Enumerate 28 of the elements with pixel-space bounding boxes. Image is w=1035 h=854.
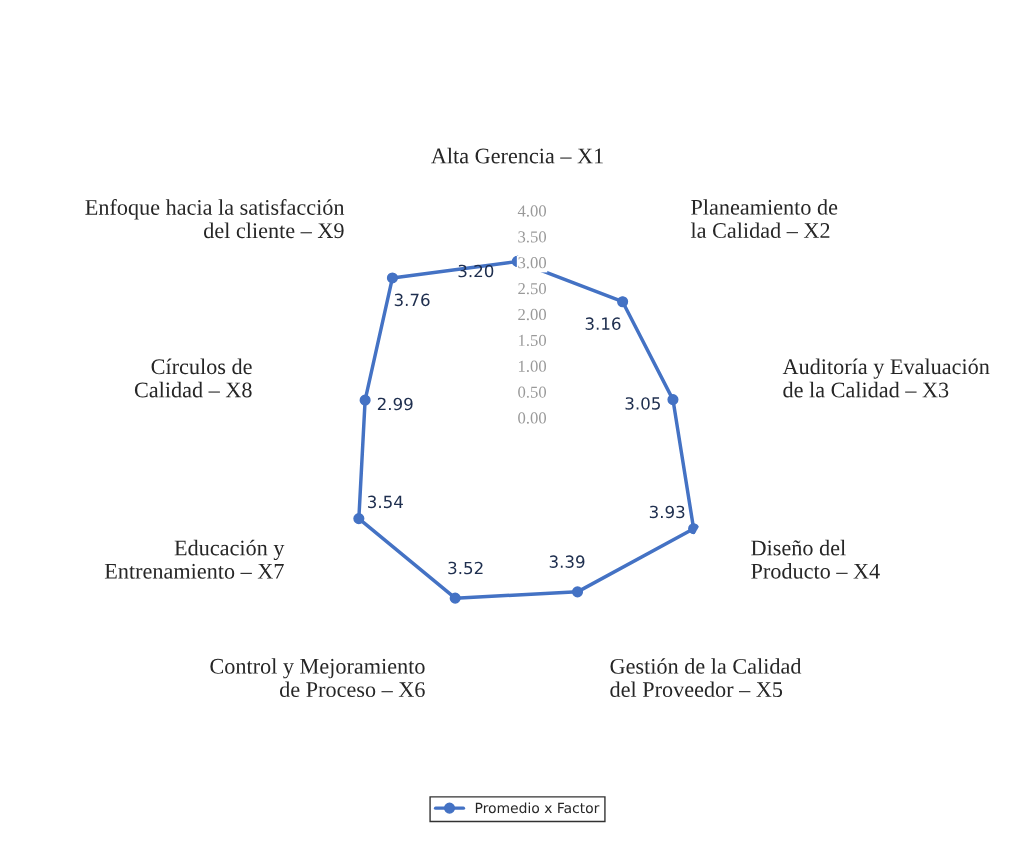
y-tick-label: 2.50 [518, 282, 547, 295]
data-label: 3.39 [549, 555, 585, 568]
data-label: 3.52 [448, 561, 483, 575]
data-label: 3.05 [625, 397, 660, 410]
legend-label: Promedio x Factor [475, 802, 600, 814]
data-label: 3.93 [649, 505, 685, 519]
data-label: 3.20 [458, 264, 494, 278]
data-label: 3.54 [368, 495, 403, 509]
spoke-label: Control y Mejoramiento de Proceso – X6 [210, 658, 425, 698]
y-tick-label: 4.00 [517, 205, 547, 217]
spoke-label: Educación y Entrenamiento – X7 [104, 539, 285, 579]
y-tick-label: 3.00 [518, 257, 547, 269]
y-tick-label: 3.50 [518, 231, 547, 243]
y-tick-label: 0.50 [518, 386, 547, 398]
y-tick-label: 0.00 [518, 412, 547, 424]
spoke-label: Diseño del Producto – X4 [751, 539, 880, 579]
y-tick-label: 2.00 [518, 308, 547, 321]
spoke-label: Planeamiento de la Calidad – X2 [690, 199, 838, 239]
data-label: 3.16 [585, 317, 621, 330]
spoke-label: Círculos de Calidad – X8 [134, 358, 252, 398]
spoke-label: Auditoría y Evaluación de la Calidad – X3 [782, 358, 990, 398]
y-tick-label: 1.50 [518, 334, 547, 347]
spoke-label: Gestión de la Calidad del Proveedor – X5 [610, 658, 802, 698]
y-tick-label: 1.00 [518, 360, 547, 372]
data-label: 3.76 [394, 293, 430, 307]
data-label: 2.99 [377, 397, 413, 411]
spoke-label: Alta Gerencia – X1 [431, 147, 603, 164]
spoke-label: Enfoque hacia la satisfacción del cliente – X9 [85, 199, 345, 239]
